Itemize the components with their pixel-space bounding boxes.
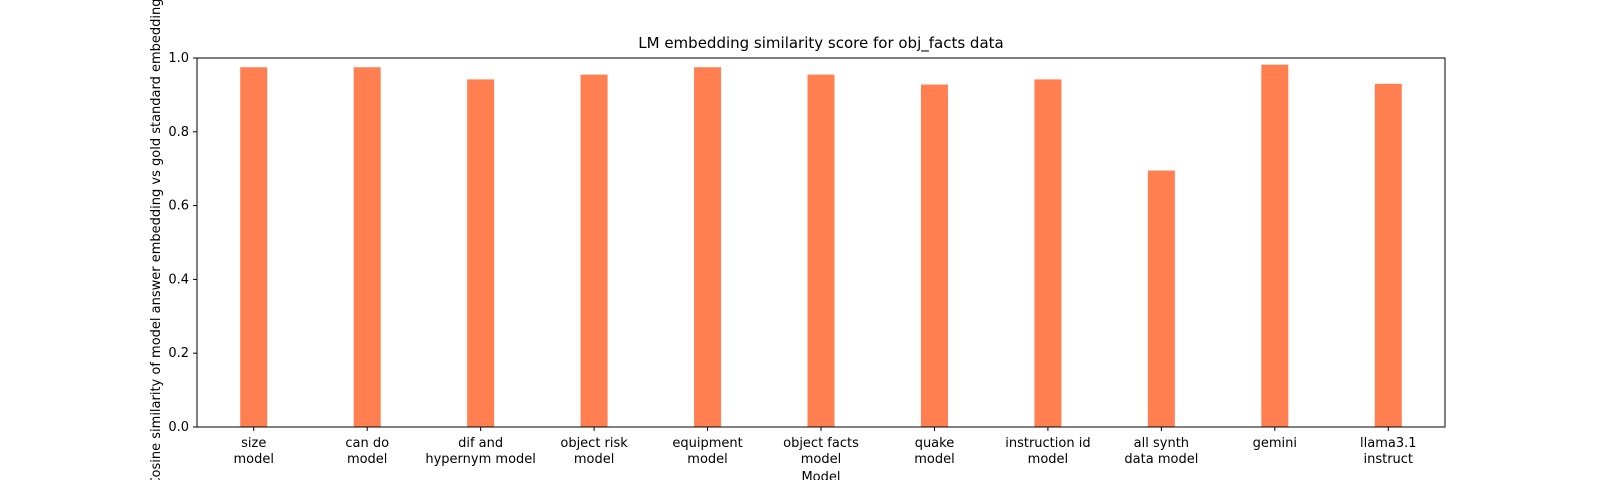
x-ticks-group: size model can do model dif and hypernym mode… [233,427,1417,467]
bar-3 [580,74,608,427]
x-tick-label-1: can do model [345,436,389,467]
x-tick-label-9: gemini [1253,436,1297,451]
y-tick-label-0: 0.0 [168,420,189,435]
bar-2 [467,79,495,427]
bar-10 [1374,83,1402,427]
x-tick-label-0: size model [233,436,273,467]
bar-0 [240,67,268,427]
bar-8 [1147,170,1175,428]
plot-frame [196,57,1446,428]
chart-title: LM embedding similarity score for obj_fa… [638,34,1003,53]
x-tick-label-10: llama3.1 instruct [1360,436,1417,467]
bars-group [240,64,1402,428]
bar-6 [920,84,948,428]
x-tick-label-5: object facts model [783,436,859,467]
x-tick-label-4: equipment model [672,436,742,467]
bar-9 [1261,64,1289,427]
x-tick-label-8: all synth data model [1124,436,1198,467]
y-tick-label-5: 1.0 [168,51,189,66]
bar-4 [694,67,722,427]
x-tick-label-3: object risk model [560,436,628,467]
x-tick-label-7: instruction id model [1005,436,1090,467]
x-axis-label: Model [801,470,840,480]
y-tick-label-3: 0.6 [168,199,189,214]
bar-1 [353,67,381,427]
bar-7 [1034,79,1062,427]
x-tick-label-2: dif and hypernym model [425,436,536,467]
y-tick-label-1: 0.2 [168,346,189,361]
y-ticks-group: 0.0 0.2 0.4 0.6 0.8 1.0 [168,51,197,435]
x-tick-label-6: quake model [914,436,954,467]
bar-5 [807,74,835,427]
y-tick-label-2: 0.4 [168,272,189,287]
y-axis-label: Cosine similarity of model answer embedd… [149,0,164,480]
y-tick-label-4: 0.8 [168,125,189,140]
